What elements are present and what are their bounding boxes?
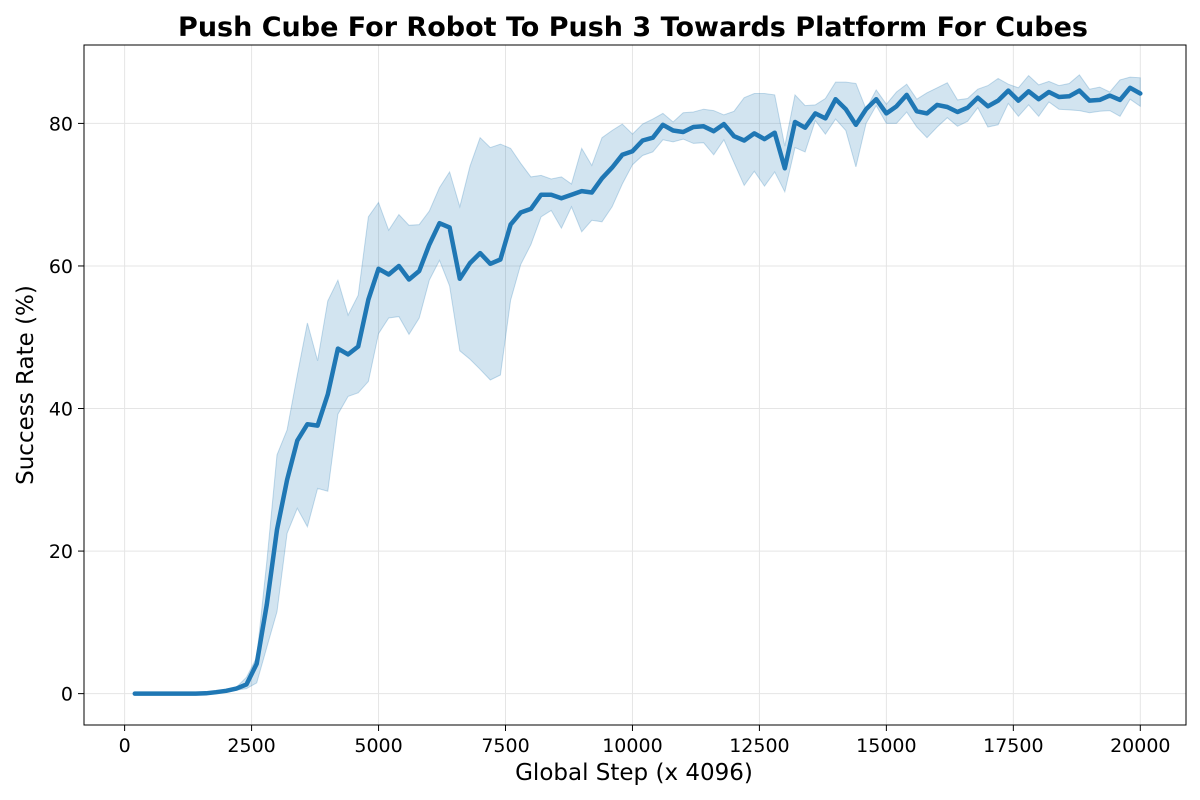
y-tick-label: 0 [61, 684, 73, 706]
y-tick-label: 40 [49, 399, 73, 421]
x-tick-label: 5000 [354, 735, 402, 757]
x-tick-label: 10000 [602, 735, 662, 757]
y-tick-label: 60 [49, 256, 73, 278]
success-rate-line [132, 85, 1143, 696]
x-tick-label: 7500 [481, 735, 529, 757]
x-tick-label: 12500 [729, 735, 789, 757]
grid [84, 45, 1186, 725]
x-axis-label: Global Step (x 4096) [515, 760, 753, 786]
y-tick-label: 20 [49, 541, 73, 563]
x-tick-label: 2500 [227, 735, 275, 757]
x-tick-label: 0 [119, 735, 131, 757]
y-axis-label: Success Rate (%) [13, 285, 39, 485]
confidence-band [134, 74, 1141, 695]
y-tick-label: 80 [49, 113, 73, 135]
ticks: 0 2500 5000 7500 10000 12500 15000 17500 20000 0 2… [49, 113, 1171, 757]
x-tick-label: 20000 [1110, 735, 1170, 757]
chart-title: Push Cube For Robot To Push 3 Towards Pl… [178, 12, 1088, 43]
x-tick-label: 15000 [856, 735, 916, 757]
x-tick-label: 17500 [983, 735, 1043, 757]
plot-frame [83, 44, 1187, 726]
